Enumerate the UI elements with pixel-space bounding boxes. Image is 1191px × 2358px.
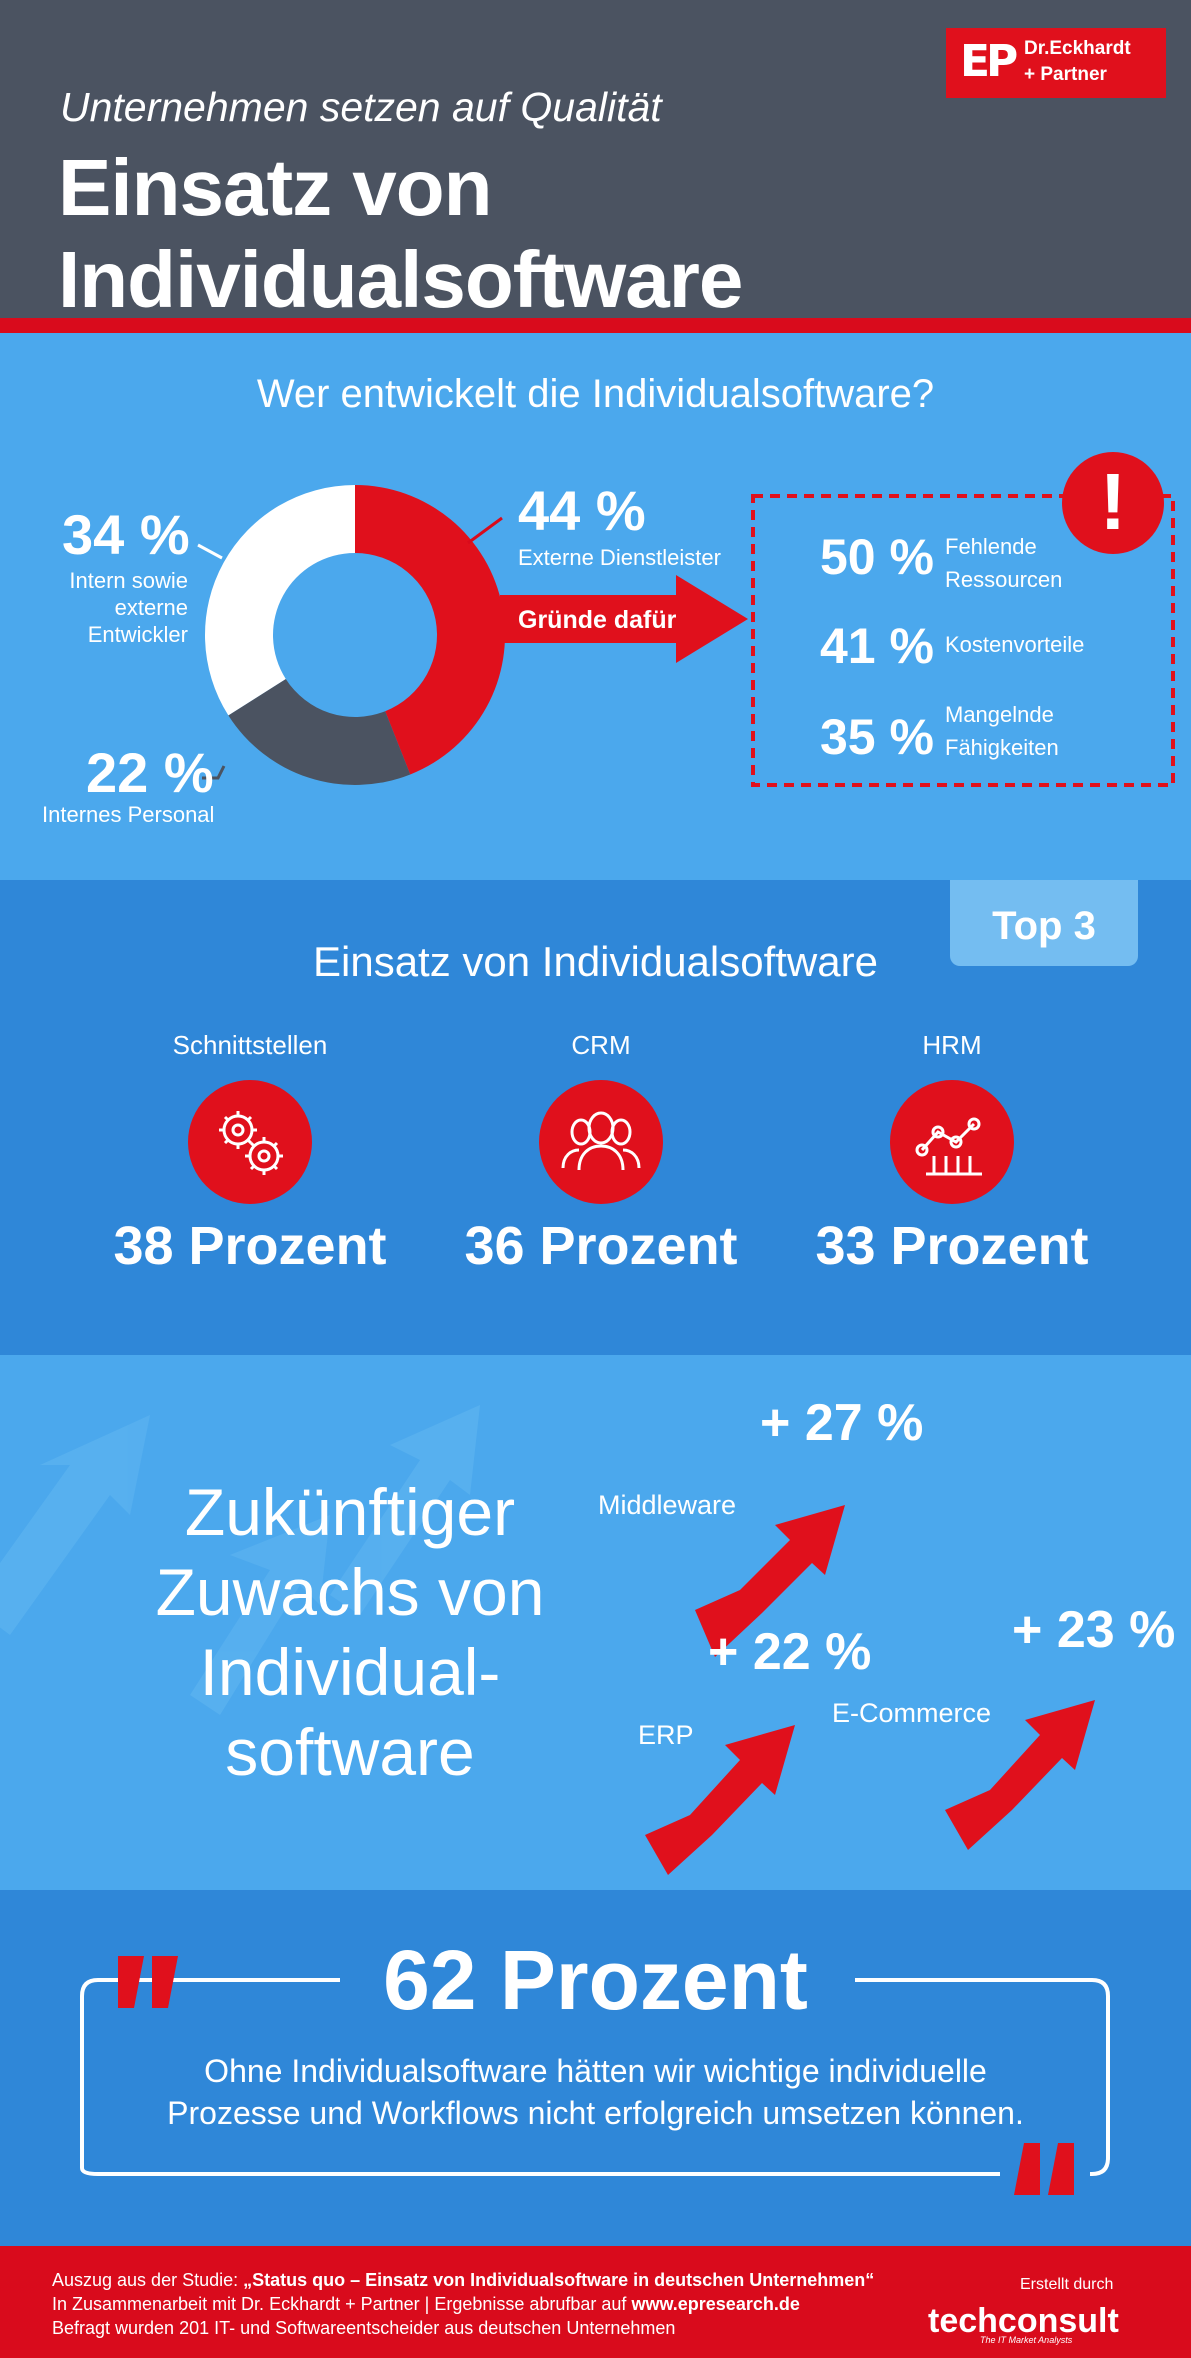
footer-line1-prefix: Auszug aus der Studie: bbox=[52, 2270, 244, 2290]
logo-name-line2: + Partner bbox=[1024, 64, 1107, 85]
logo-mark: EP bbox=[960, 36, 1018, 87]
mixed-label-line2: externe bbox=[114, 595, 188, 620]
reason-2-pct: 41 % bbox=[820, 618, 934, 674]
network-icon bbox=[890, 1080, 1014, 1204]
mixed-label-line1: Intern sowie bbox=[69, 568, 188, 593]
footer-line1: Auszug aus der Studie: „Status quo – Ein… bbox=[52, 2270, 874, 2291]
footer-line3: Befragt wurden 201 IT- und Softwareentsc… bbox=[52, 2318, 676, 2338]
growth-middleware-label: Middleware bbox=[598, 1490, 737, 1520]
created-by-label: Erstellt durch bbox=[1020, 2276, 1114, 2293]
arrow-erp bbox=[645, 1725, 795, 1875]
mixed-label-line3: Entwickler bbox=[87, 622, 188, 647]
quote-close-icon bbox=[1014, 2143, 1074, 2195]
reason-3-line1: Mangelnde bbox=[945, 702, 1054, 727]
donut-slice-1 bbox=[228, 678, 411, 785]
quote-headline: 62 Prozent bbox=[383, 1933, 808, 2027]
top3-item-label: Schnittstellen bbox=[172, 1030, 328, 1060]
reasons-arrow-label: Gründe dafür bbox=[518, 606, 677, 634]
logo: EP Dr.Eckhardt + Partner bbox=[946, 28, 1166, 98]
growth-erp-label: ERP bbox=[638, 1720, 694, 1750]
reason-2-label: Kostenvorteile bbox=[945, 632, 1085, 657]
internal-pct: 22 % bbox=[86, 741, 214, 804]
quote-frame bbox=[80, 1956, 1110, 2195]
growth-middleware-pct: + 27 % bbox=[760, 1394, 924, 1452]
quote-text: Ohne Individualsoftware hätten wir wicht… bbox=[150, 2050, 1041, 2134]
footer-line2: In Zusammenarbeit mit Dr. Eckhardt + Par… bbox=[52, 2294, 800, 2315]
footer-study-title: „Status quo – Einsatz von Individualsoft… bbox=[243, 2270, 875, 2290]
top3-item-value: 36 Prozent bbox=[464, 1216, 738, 1276]
top3-title: Einsatz von Individualsoftware bbox=[313, 938, 878, 985]
top3-item-crm: CRM bbox=[421, 1030, 781, 1061]
page-subtitle: Unternehmen setzen auf Qualität bbox=[60, 84, 662, 130]
top3-badge: Top 3 bbox=[950, 880, 1138, 966]
top3-item-value: 38 Prozent bbox=[113, 1216, 387, 1276]
mixed-label: Intern sowie externe Entwickler bbox=[40, 567, 188, 648]
growth-ecommerce-label: E-Commerce bbox=[832, 1698, 992, 1728]
leader-line-external bbox=[467, 516, 503, 545]
footer bbox=[0, 2246, 1191, 2358]
leader-line-mixed bbox=[197, 543, 223, 560]
gears-icon bbox=[188, 1080, 312, 1204]
donut-slice-2 bbox=[205, 485, 355, 716]
reasons-box bbox=[751, 494, 1175, 787]
reason-3-line2: Fähigkeiten bbox=[945, 735, 1059, 760]
arrow-ecommerce bbox=[945, 1700, 1095, 1850]
reason-3-label: Mangelnde Fähigkeiten bbox=[945, 698, 1059, 764]
growth-title-line4: software bbox=[225, 1715, 475, 1789]
exclamation-icon: ! bbox=[1062, 452, 1164, 554]
top3-item-schnittstellen: Schnittstellen bbox=[70, 1030, 430, 1061]
background-arrows bbox=[0, 1405, 480, 1715]
growth-title-line1: Zukünftiger bbox=[184, 1475, 516, 1549]
techconsult-tagline: The IT Market Analysts bbox=[980, 2335, 1073, 2345]
donut-chart bbox=[205, 485, 506, 785]
growth-ecommerce-pct: + 23 % bbox=[1012, 1601, 1176, 1659]
developers-question: Wer entwickelt die Individualsoftware? bbox=[256, 372, 935, 416]
top3-item-value: 33 Prozent bbox=[815, 1216, 1089, 1276]
quote-line2: Prozesse und Workflows nicht erfolgreich… bbox=[167, 2095, 1024, 2131]
quote-open-icon bbox=[118, 1956, 178, 2008]
leader-lines bbox=[197, 494, 1175, 787]
reason-1-pct: 50 % bbox=[820, 529, 934, 585]
reason-3-pct: 35 % bbox=[820, 709, 934, 765]
reasons-arrow bbox=[500, 575, 748, 663]
growth-title-line2: Zuwachs von bbox=[155, 1555, 545, 1629]
top3-item-hrm: HRM bbox=[772, 1030, 1132, 1061]
footer-line2-prefix: In Zusammenarbeit mit Dr. Eckhardt + Par… bbox=[52, 2294, 632, 2314]
internal-label: Internes Personal bbox=[42, 802, 215, 827]
top3-item-label: HRM bbox=[922, 1030, 982, 1060]
growth-title: Zukünftiger Zuwachs von Individual- soft… bbox=[120, 1472, 580, 1792]
donut-slice-0 bbox=[355, 485, 506, 775]
logo-name-line1: Dr.Eckhardt bbox=[1024, 38, 1131, 59]
quote-line1: Ohne Individualsoftware hätten wir wicht… bbox=[204, 2053, 987, 2089]
external-pct: 44 % bbox=[518, 479, 646, 542]
footer-url[interactable]: www.epresearch.de bbox=[631, 2294, 800, 2314]
mixed-pct: 34 % bbox=[62, 503, 190, 566]
top3-item-label: CRM bbox=[571, 1030, 631, 1060]
arrow-middleware bbox=[695, 1505, 845, 1657]
growth-erp-pct: + 22 % bbox=[708, 1623, 872, 1681]
growth-arrows bbox=[645, 1505, 1095, 1875]
page-title: Einsatz von Individualsoftware bbox=[58, 143, 743, 324]
reason-1-label: Fehlende Ressourcen bbox=[945, 530, 1062, 596]
external-label: Externe Dienstleister bbox=[518, 545, 721, 570]
techconsult-logo: techconsult bbox=[928, 2302, 1119, 2340]
reason-1-line1: Fehlende bbox=[945, 534, 1037, 559]
divider bbox=[0, 318, 1191, 333]
people-icon bbox=[539, 1080, 663, 1204]
quote-section bbox=[0, 1890, 1191, 2246]
leader-line-internal bbox=[202, 765, 226, 780]
growth-title-line3: Individual- bbox=[199, 1635, 501, 1709]
reason-1-line2: Ressourcen bbox=[945, 567, 1063, 592]
